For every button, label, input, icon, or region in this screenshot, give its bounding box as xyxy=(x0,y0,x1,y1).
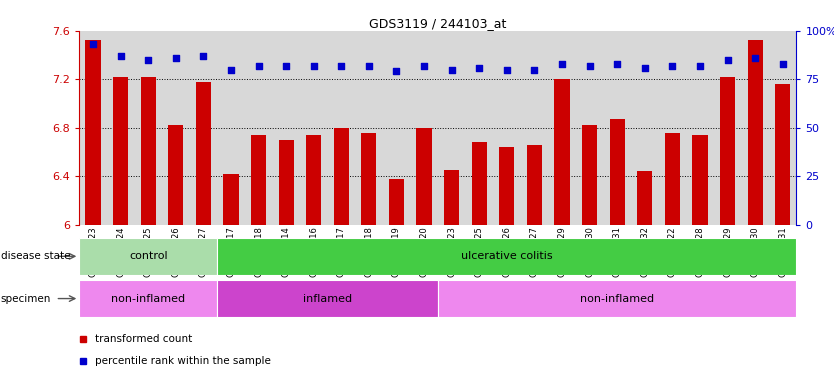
Point xyxy=(362,63,375,69)
Point xyxy=(583,63,596,69)
Point xyxy=(279,63,293,69)
Point xyxy=(169,55,183,61)
Bar xyxy=(637,171,652,225)
Text: ulcerative colitis: ulcerative colitis xyxy=(461,251,553,262)
Point xyxy=(334,63,348,69)
Point xyxy=(555,61,569,67)
Text: percentile rank within the sample: percentile rank within the sample xyxy=(95,356,271,366)
Bar xyxy=(279,140,294,225)
Text: transformed count: transformed count xyxy=(95,334,193,344)
Text: non-inflamed: non-inflamed xyxy=(111,293,185,304)
Point xyxy=(610,61,624,67)
Text: control: control xyxy=(129,251,168,262)
Bar xyxy=(85,40,101,225)
Point xyxy=(748,55,761,61)
Point xyxy=(417,63,430,69)
Point xyxy=(389,68,403,74)
Bar xyxy=(500,147,515,225)
Point xyxy=(776,61,789,67)
Bar xyxy=(196,82,211,225)
Bar xyxy=(113,77,128,225)
Bar xyxy=(775,84,791,225)
Point xyxy=(307,63,320,69)
Bar xyxy=(438,280,796,317)
Text: non-inflamed: non-inflamed xyxy=(580,293,654,304)
Text: inflamed: inflamed xyxy=(303,293,352,304)
Point xyxy=(252,63,265,69)
Point xyxy=(445,66,459,73)
Bar xyxy=(361,132,376,225)
Bar xyxy=(472,142,487,225)
Title: GDS3119 / 244103_at: GDS3119 / 244103_at xyxy=(369,17,506,30)
Bar xyxy=(692,135,707,225)
Bar xyxy=(79,238,217,275)
Point xyxy=(721,57,734,63)
Point xyxy=(142,57,155,63)
Bar xyxy=(527,145,542,225)
Point xyxy=(473,65,486,71)
Bar xyxy=(217,280,438,317)
Bar xyxy=(665,132,680,225)
Bar xyxy=(224,174,239,225)
Point xyxy=(693,63,706,69)
Bar xyxy=(444,170,460,225)
Bar xyxy=(334,127,349,225)
Point xyxy=(197,53,210,59)
Bar xyxy=(251,135,266,225)
Bar xyxy=(416,127,432,225)
Point xyxy=(87,41,100,47)
Point xyxy=(528,66,541,73)
Bar xyxy=(79,280,217,317)
Bar xyxy=(168,125,183,225)
Text: specimen: specimen xyxy=(1,293,51,304)
Bar xyxy=(217,238,796,275)
Bar xyxy=(389,179,404,225)
Point xyxy=(114,53,128,59)
Bar xyxy=(720,77,735,225)
Text: disease state: disease state xyxy=(1,251,70,262)
Point xyxy=(638,65,651,71)
Point xyxy=(500,66,514,73)
Bar xyxy=(582,125,597,225)
Bar xyxy=(141,77,156,225)
Bar xyxy=(610,119,625,225)
Bar xyxy=(555,79,570,225)
Point xyxy=(666,63,679,69)
Bar xyxy=(747,40,762,225)
Bar xyxy=(306,135,321,225)
Point xyxy=(224,66,238,73)
